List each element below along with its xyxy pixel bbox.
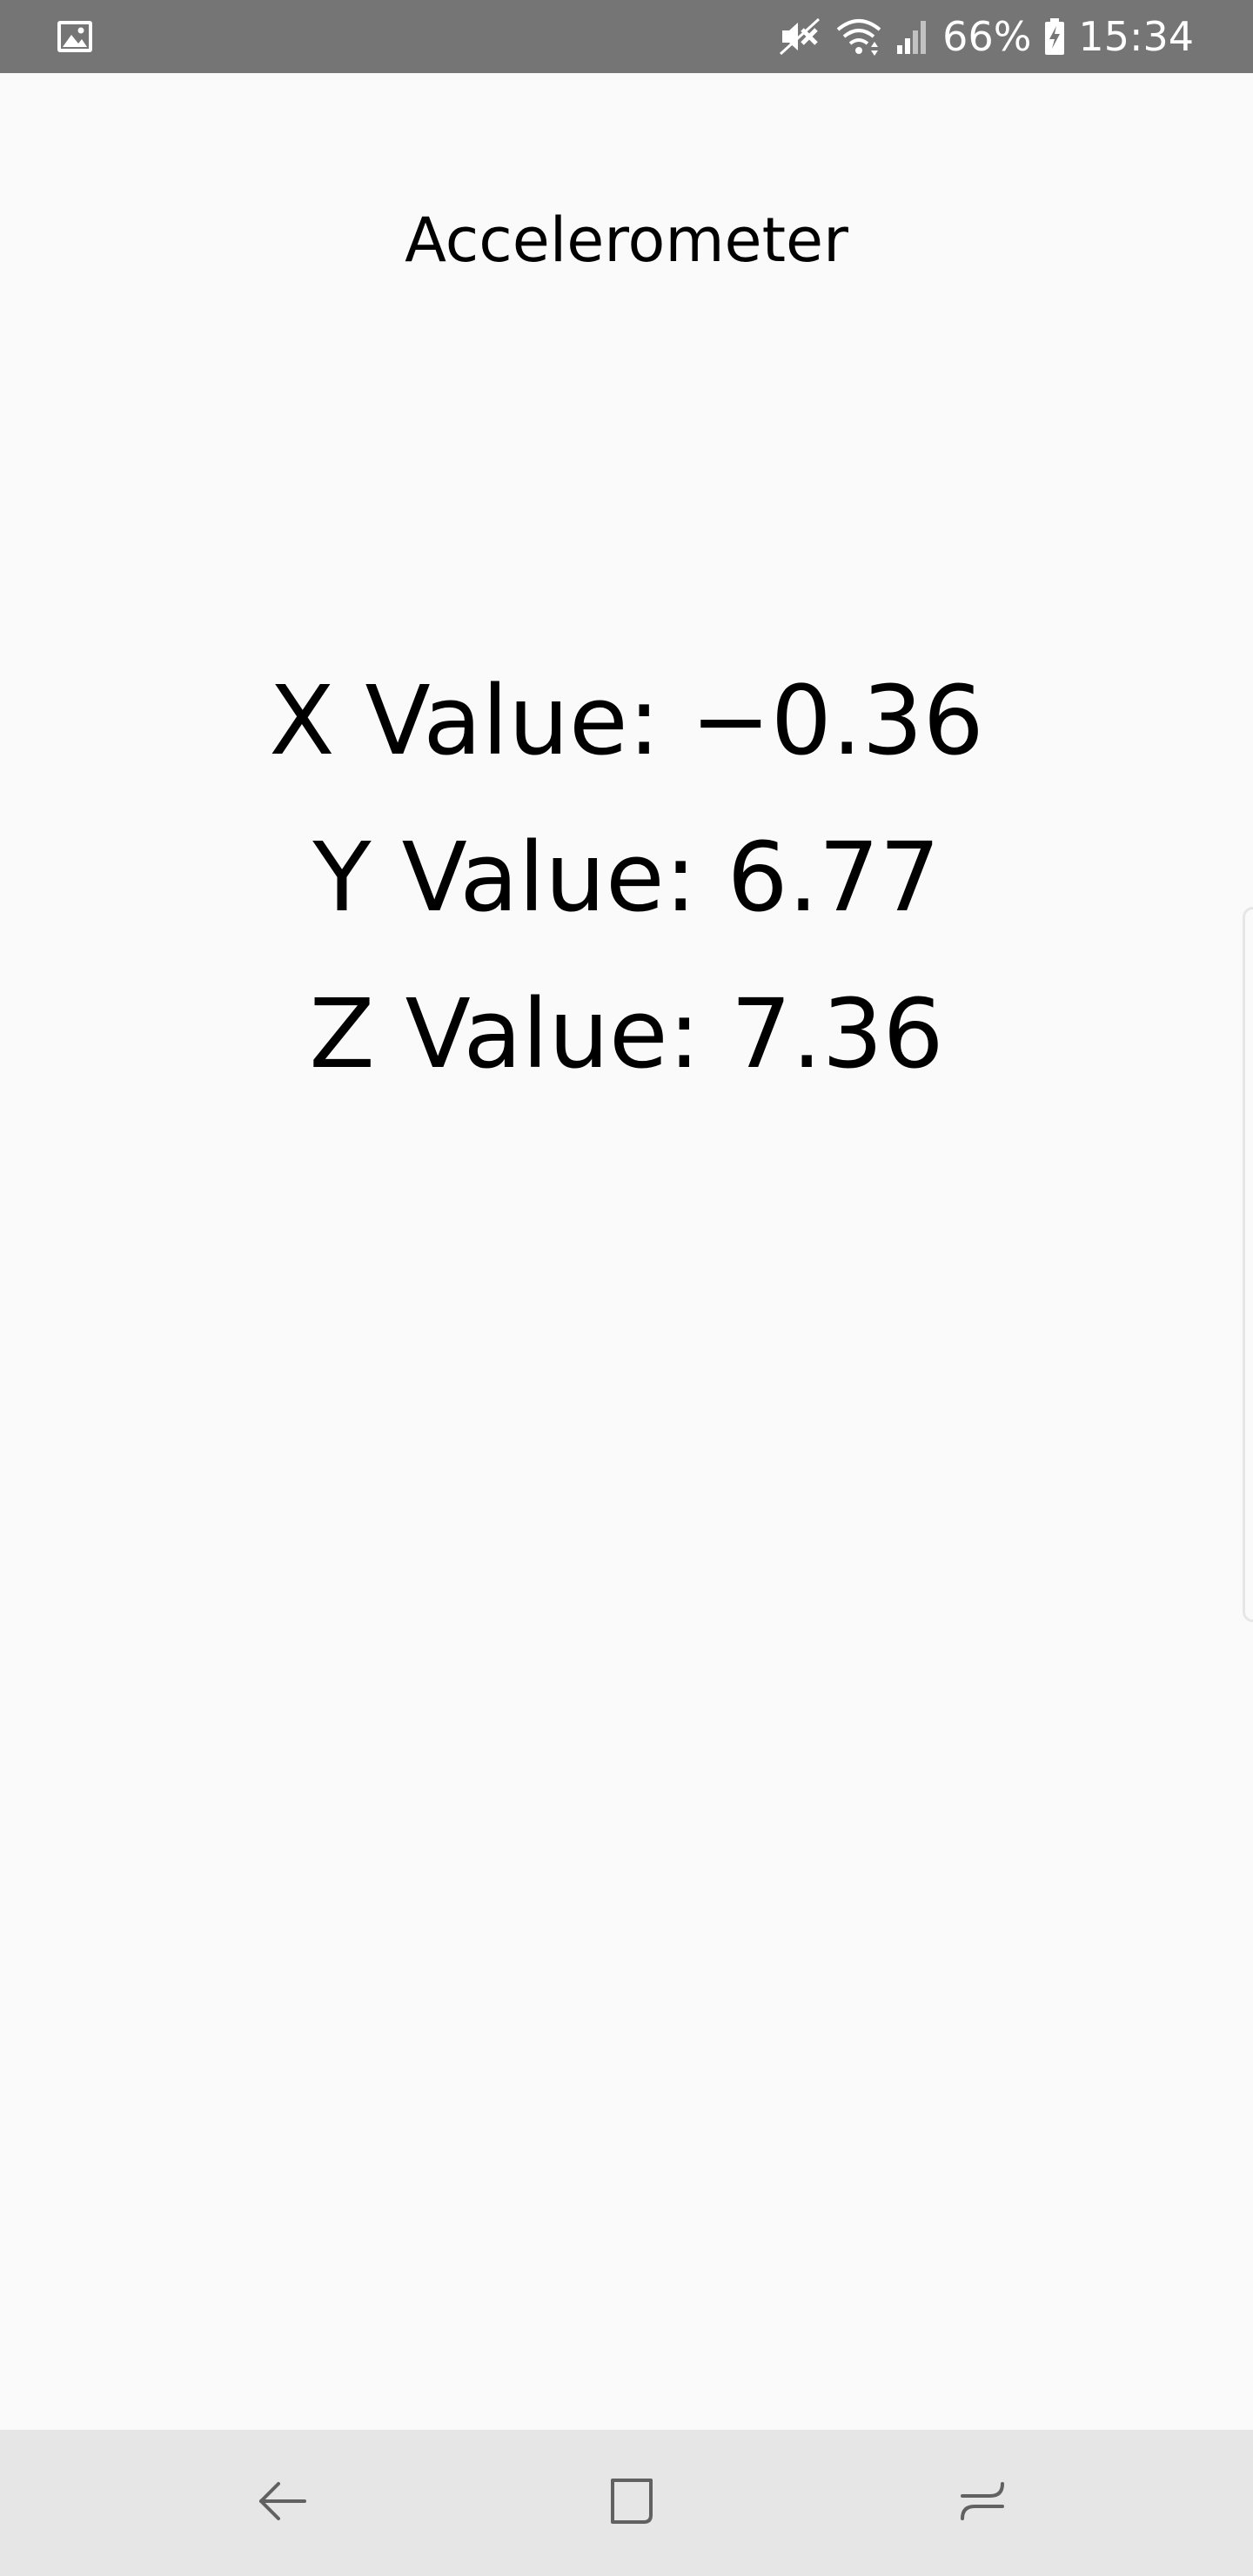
recent-apps-icon bbox=[955, 2473, 1011, 2532]
z-value: 7.36 bbox=[730, 978, 944, 1090]
z-value-label: Z Value: bbox=[309, 978, 731, 1090]
status-bar: 66% 15:34 bbox=[0, 0, 1253, 73]
y-value-row: Y Value: 6.77 bbox=[0, 799, 1253, 956]
back-button[interactable] bbox=[238, 2459, 325, 2546]
mute-icon bbox=[779, 16, 822, 57]
recent-apps-button[interactable] bbox=[940, 2459, 1027, 2546]
signal-icon bbox=[895, 17, 930, 56]
y-value-label: Y Value: bbox=[312, 822, 727, 933]
x-value: −0.36 bbox=[690, 665, 984, 776]
z-value-row: Z Value: 7.36 bbox=[0, 956, 1253, 1112]
wifi-icon bbox=[834, 16, 883, 57]
page-title: Accelerometer bbox=[405, 205, 848, 276]
battery-percent: 66% bbox=[942, 13, 1032, 60]
navigation-bar bbox=[0, 2430, 1253, 2576]
y-value: 6.77 bbox=[727, 822, 941, 933]
status-icons: 66% 15:34 bbox=[779, 0, 1194, 73]
battery-charging-icon bbox=[1043, 17, 1066, 56]
image-notification-icon bbox=[56, 19, 94, 54]
edge-panel-handle[interactable] bbox=[1243, 907, 1253, 1622]
back-icon bbox=[254, 2473, 310, 2532]
home-button[interactable] bbox=[588, 2459, 675, 2546]
clock: 15:34 bbox=[1078, 13, 1194, 60]
home-icon bbox=[604, 2473, 660, 2532]
x-value-label: X Value: bbox=[269, 665, 691, 776]
accelerometer-readings: X Value: −0.36 Y Value: 6.77 Z Value: 7.… bbox=[0, 642, 1253, 1112]
x-value-row: X Value: −0.36 bbox=[0, 642, 1253, 799]
